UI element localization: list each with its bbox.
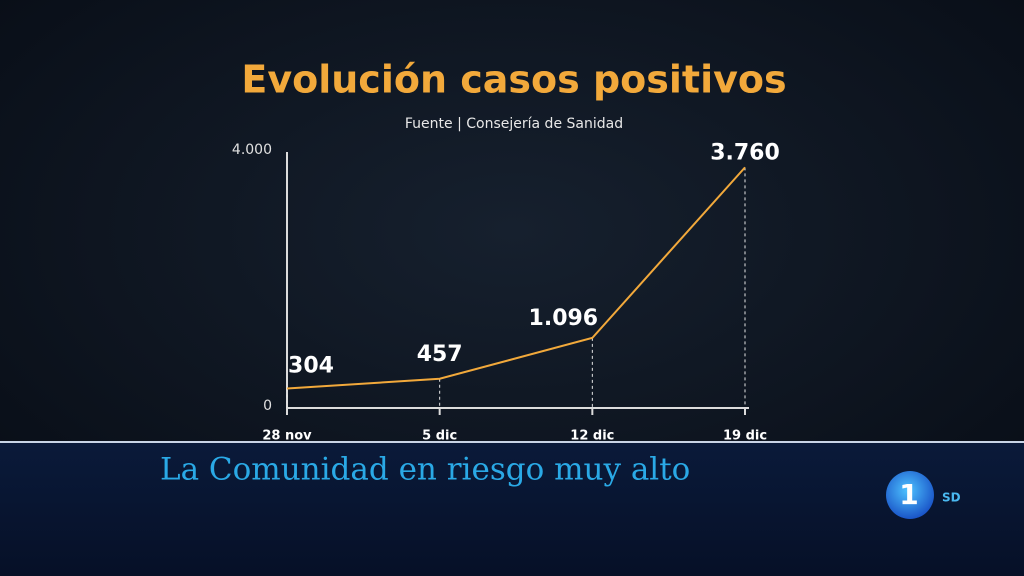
plot: 0 4.000 28 nov 304 5 dic 457 12 dic 1.096 19 dic… [232, 140, 780, 443]
channel-quality: SD [942, 491, 961, 505]
chart-title: Evolución casos positivos [241, 58, 786, 102]
series-line [286, 166, 746, 390]
lower-third [0, 442, 1024, 576]
x-tick-label: 12 dic [570, 429, 614, 444]
data-label: 3.760 [710, 140, 780, 165]
caption: La Comunidad en riesgo muy alto [160, 452, 690, 488]
y-tick-label: 4.000 [232, 142, 272, 158]
x-tick-label: 5 dic [422, 429, 457, 444]
y-tick-label: 0 [263, 398, 272, 414]
data-label: 457 [417, 342, 463, 367]
channel-number: 1 [899, 478, 918, 511]
data-label: 1.096 [529, 306, 599, 331]
x-tick-label: 28 nov [262, 429, 312, 444]
x-tick-label: 19 dic [723, 429, 767, 444]
channel-logo [886, 471, 934, 519]
data-label: 304 [288, 354, 334, 379]
chart-subtitle: Fuente | Consejería de Sanidad [405, 116, 623, 132]
